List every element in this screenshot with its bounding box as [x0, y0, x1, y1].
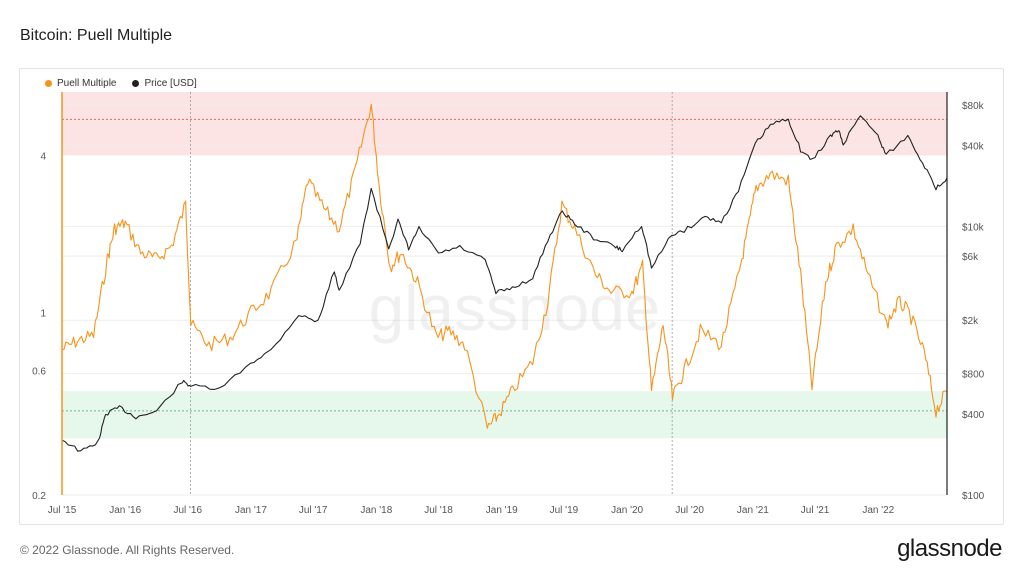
left-axis-tick-label: 0.6: [32, 366, 46, 377]
price-usd-line: [61, 115, 948, 452]
x-axis-tick-label: Jan '21: [737, 505, 769, 516]
x-axis-tick-label: Jan '22: [862, 505, 894, 516]
legend-dot-puell: [45, 80, 52, 87]
legend-label-puell: Puell Multiple: [57, 78, 117, 89]
right-axis-tick-label: $6k: [962, 252, 979, 263]
left-axis-tick-label: 4: [40, 151, 46, 162]
x-axis-tick-label: Jul '20: [675, 505, 704, 516]
page-title: Bitcoin: Puell Multiple: [20, 27, 173, 44]
left-axis-tick-label: 1: [40, 309, 46, 320]
x-axis-tick-label: Jul '16: [173, 505, 202, 516]
right-axis-tick-label: $100: [962, 491, 985, 502]
right-axis-tick-label: $400: [962, 410, 985, 421]
right-axis-tick-label: $80k: [962, 101, 985, 112]
x-axis-tick-label: Jan '17: [235, 505, 267, 516]
chart-legend: Puell Multiple Price [USD]: [45, 78, 197, 89]
x-axis-tick-label: Jul '15: [48, 505, 77, 516]
copyright-text: © 2022 Glassnode. All Rights Reserved.: [20, 543, 235, 557]
x-axis-tick-label: Jul '18: [424, 505, 453, 516]
legend-label-price: Price [USD]: [144, 78, 197, 89]
x-axis-tick-label: Jan '16: [109, 505, 141, 516]
legend-item-price[interactable]: Price [USD]: [132, 78, 197, 89]
x-axis-tick-label: Jul '17: [299, 505, 328, 516]
low-zone-band: [62, 391, 947, 439]
right-axis-tick-label: $10k: [962, 222, 985, 233]
x-axis-tick-label: Jan '20: [611, 505, 643, 516]
x-axis-tick-label: Jul '19: [550, 505, 579, 516]
left-axis-tick-label: 0.2: [32, 491, 46, 502]
puell-multiple-line: [61, 103, 948, 429]
legend-item-puell[interactable]: Puell Multiple: [45, 78, 116, 89]
x-axis-tick-label: Jan '18: [360, 505, 392, 516]
x-axis-tick-label: Jul '21: [801, 505, 830, 516]
right-axis-tick-label: $800: [962, 370, 985, 381]
glassnode-logo: glassnode: [897, 535, 1002, 562]
right-axis-tick-label: $2k: [962, 316, 979, 327]
watermark-text: glassnode: [369, 272, 661, 344]
right-axis-tick-label: $40k: [962, 141, 985, 152]
x-axis-tick-label: Jan '19: [486, 505, 518, 516]
legend-dot-price: [132, 80, 140, 87]
